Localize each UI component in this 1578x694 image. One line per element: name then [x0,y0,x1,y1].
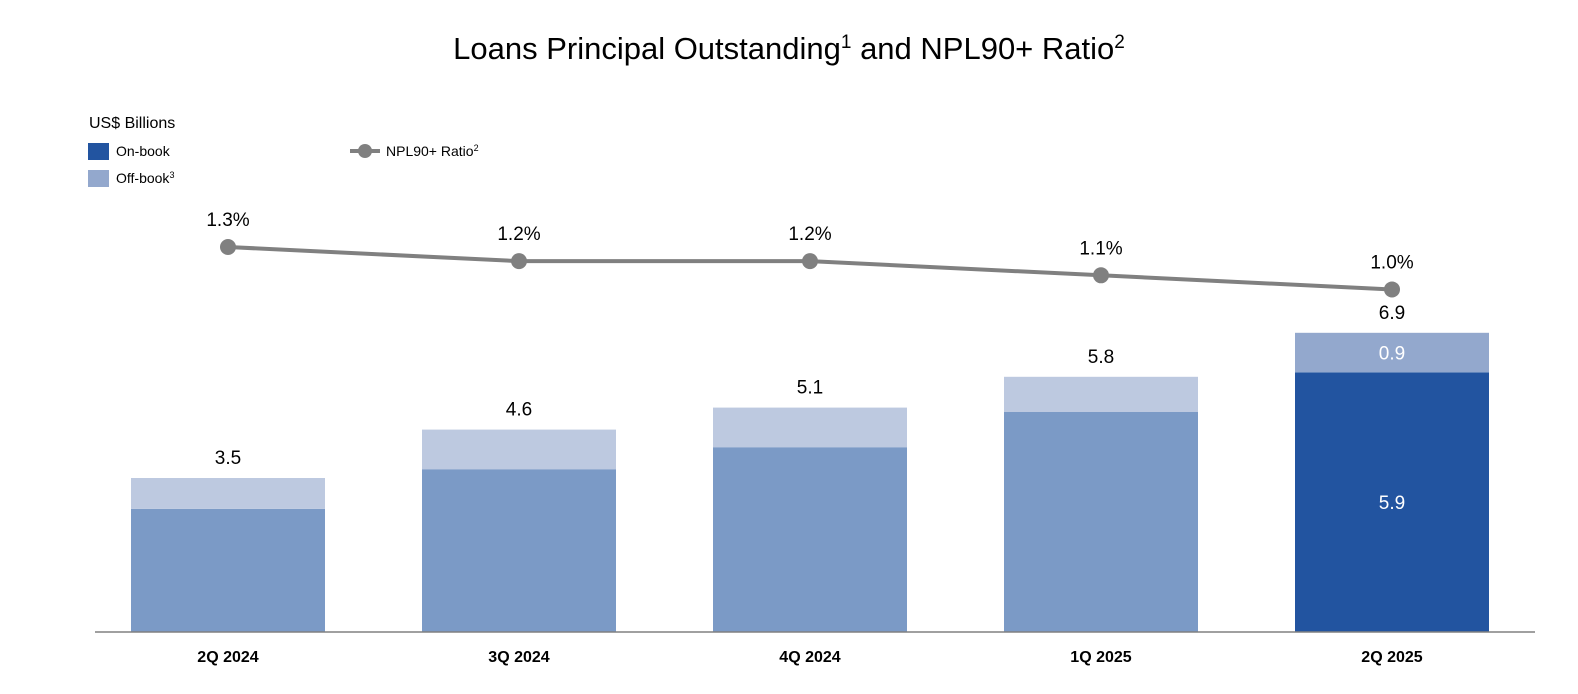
total-label-2q-2025: 6.9 [1379,303,1405,324]
category-label-1q-2025: 1Q 2025 [1070,649,1131,666]
bar-off-book-3q-2024 [422,429,616,470]
npl-point-2q-2025 [1384,281,1400,298]
total-label-2q-2024: 3.5 [215,448,241,469]
npl-point-4q-2024 [802,253,818,270]
unit-label: US$ Billions [89,115,175,132]
bar-on-book-1q-2025 [1004,412,1198,632]
bar-off-book-4q-2024 [713,407,907,448]
npl-label-1q-2025: 1.1% [1079,238,1122,259]
legend-swatch-on-book [88,143,109,160]
legend-label-on-book: On-book [116,143,171,159]
bar-off-book-1q-2025 [1004,376,1198,412]
bar-on-book-2q-2024 [131,508,325,632]
npl-label-2q-2024: 1.3% [206,210,249,231]
legend-label-npl: NPL90+ Ratio2 [386,143,479,159]
labels-group: 3.5 2Q 2024 4.6 3Q 2024 5.1 4Q 2024 5.8 1Q 2025… [197,210,1422,666]
chart-title-secondary: and NPL90+ Ratio [851,31,1114,66]
segment-label-on-book-2q-2025: 5.9 [1379,493,1405,514]
chart-title-sup-2: 2 [1114,32,1125,53]
npl-point-3q-2024 [511,253,527,270]
bars-group [131,332,1489,632]
legend-off-book-text: Off-book [116,170,170,186]
category-label-2q-2025: 2Q 2025 [1361,649,1422,666]
chart-title-sup-1: 1 [841,32,852,53]
category-label-4q-2024: 4Q 2024 [779,649,840,666]
legend-swatch-off-book [88,170,109,187]
bar-on-book-4q-2024 [713,447,907,632]
total-label-4q-2024: 5.1 [797,378,823,399]
category-label-2q-2024: 2Q 2024 [197,649,258,666]
bar-off-book-2q-2025 [1295,332,1489,373]
npl-point-2q-2024 [220,239,236,255]
bar-on-book-2q-2025 [1295,372,1489,632]
npl-point-1q-2025 [1093,267,1109,284]
category-label-3q-2024: 3Q 2024 [488,649,549,666]
chart-title: Loans Principal Outstanding1 and NPL90+ … [453,31,1125,66]
legend-marker-npl [358,144,372,158]
legend-npl-text: NPL90+ Ratio [386,143,474,159]
npl-label-2q-2025: 1.0% [1370,252,1413,273]
bar-off-book-2q-2024 [131,478,325,509]
bar-on-book-3q-2024 [422,469,616,632]
total-label-1q-2025: 5.8 [1088,347,1114,368]
legend-off-book-sup: 3 [169,170,174,180]
segment-label-off-book-2q-2025: 0.9 [1379,344,1405,365]
npl-line-group [220,239,1400,298]
npl-label-4q-2024: 1.2% [788,224,831,245]
chart-title-main: Loans Principal Outstanding [453,31,841,66]
legend: On-book Off-book3 NPL90+ Ratio2 [88,143,479,187]
legend-npl-sup: 2 [474,143,479,153]
total-label-3q-2024: 4.6 [506,400,532,421]
legend-label-off-book: Off-book3 [116,170,174,186]
npl-label-3q-2024: 1.2% [497,224,540,245]
